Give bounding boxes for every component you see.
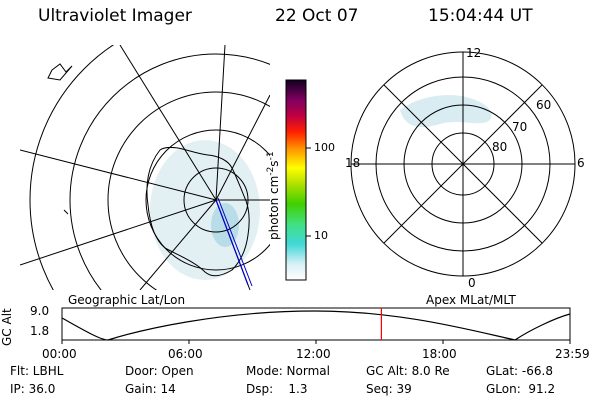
orbit-line — [217, 197, 253, 287]
info-mode: Mode: Normal — [246, 364, 330, 378]
timeline-ytick: 9.0 — [30, 304, 50, 318]
geographic-map — [20, 45, 270, 290]
timeline-xtick: 23:59 — [555, 347, 590, 361]
geographic-map-label: Geographic Lat/Lon — [68, 293, 186, 307]
timeline-xtick: 00:00 — [42, 347, 77, 361]
meridian-line — [119, 45, 217, 201]
lat-circle — [69, 53, 270, 290]
app-title: Ultraviolet Imager — [38, 6, 192, 26]
info-glon: GLon: 91.2 — [486, 382, 556, 396]
header-time: 15:04:44 UT — [428, 6, 533, 26]
mlt-line — [383, 84, 543, 244]
info-filter: Flt: LBHL — [10, 364, 64, 378]
antarctica-coastline — [146, 146, 250, 277]
meridian-line — [215, 94, 270, 201]
colorbar-unit-label: photon cm-2s-1 — [266, 151, 281, 240]
info-door: Door: Open — [125, 364, 194, 378]
mlat-label-80: 80 — [492, 140, 508, 154]
lat-circle — [107, 91, 270, 290]
meridian-line — [20, 199, 217, 266]
info-dsp: Dsp: 1.3 — [246, 382, 308, 396]
info-glat: GLat: -66.8 — [486, 364, 553, 378]
colorbar-tick-label: 10 — [314, 229, 328, 242]
polar-map-label: Apex MLat/MLT — [426, 293, 516, 307]
colorbar — [285, 79, 307, 281]
coastline-fragment — [47, 63, 73, 81]
timeline-ytick: 1.8 — [30, 324, 50, 338]
meridian-line — [139, 199, 217, 290]
info-ip: IP: 36.0 — [10, 382, 56, 396]
lat-circle — [29, 45, 115, 290]
info-gc-alt: GC Alt: 8.0 Re — [366, 364, 450, 378]
mlt-label-0: 0 — [468, 276, 476, 290]
mlt-label-6: 6 — [577, 156, 585, 170]
timeline-xtick: 12:00 — [296, 347, 331, 361]
colorbar-tick-label: 100 — [314, 141, 335, 154]
aurora-emission — [400, 95, 492, 128]
altitude-timeline — [61, 307, 571, 344]
meridian-line — [20, 149, 217, 201]
timeline-ylabel: GC Alt — [0, 308, 14, 346]
timeline-xtick: 06:00 — [168, 347, 203, 361]
mlt-label-18: 18 — [345, 156, 361, 170]
polar-plot — [350, 51, 576, 277]
lat-circle — [145, 129, 270, 271]
mlat-label-60: 60 — [536, 98, 552, 112]
info-seq: Seq: 39 — [366, 382, 412, 396]
mlt-label-12: 12 — [466, 46, 482, 60]
mlat-label-70: 70 — [512, 120, 528, 134]
meridian-line — [215, 45, 226, 201]
timeline-xtick: 18:00 — [422, 347, 457, 361]
orbit-line — [215, 199, 249, 286]
header-date: 22 Oct 07 — [275, 6, 359, 26]
info-gain: Gain: 14 — [125, 382, 176, 396]
altitude-curve — [61, 310, 571, 341]
